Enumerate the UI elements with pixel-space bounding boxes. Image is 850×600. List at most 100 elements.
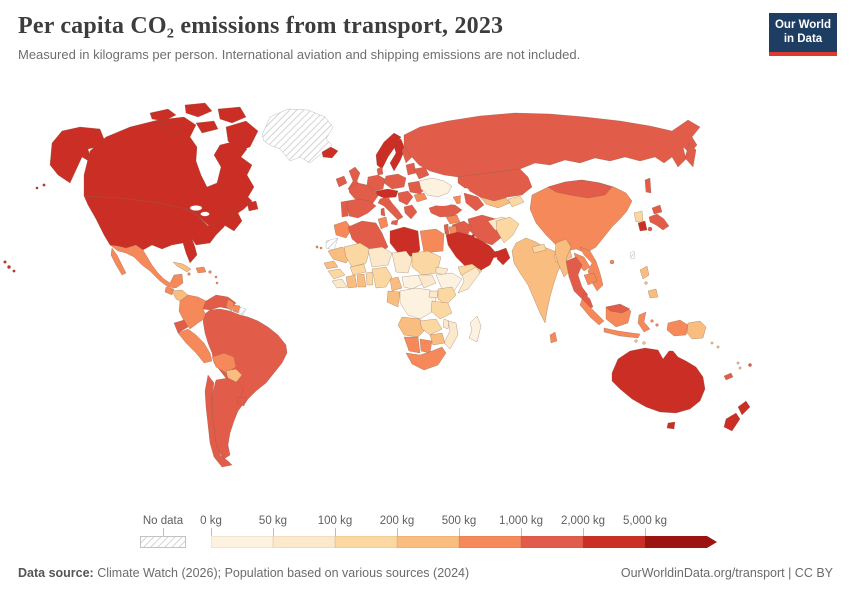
map-region-brazil[interactable] bbox=[202, 308, 288, 406]
map-region-chad[interactable] bbox=[391, 250, 413, 274]
map-region-ireland[interactable] bbox=[335, 175, 348, 188]
map-region-baja[interactable] bbox=[110, 247, 127, 276]
map-region-syria[interactable] bbox=[445, 214, 461, 225]
legend-color-segment[interactable] bbox=[583, 536, 645, 548]
map-region-south-korea[interactable] bbox=[637, 220, 648, 232]
map-region-uruguay[interactable] bbox=[236, 396, 247, 407]
legend-color-segment[interactable] bbox=[459, 536, 521, 548]
map-region-sweden[interactable] bbox=[389, 138, 406, 172]
map-region-jamaica[interactable] bbox=[187, 272, 191, 276]
map-region-morocco[interactable] bbox=[333, 220, 353, 239]
map-region-mozambique[interactable] bbox=[443, 320, 459, 350]
map-region-zambia[interactable] bbox=[419, 318, 443, 336]
map-region-philippines-visayas[interactable] bbox=[644, 281, 648, 285]
map-region-togo-benin[interactable] bbox=[365, 271, 374, 286]
map-region-egypt[interactable] bbox=[419, 228, 445, 254]
map-region-canada-arctic[interactable] bbox=[149, 108, 177, 122]
map-region-new-zealand-south[interactable] bbox=[723, 412, 741, 432]
legend-color-segment[interactable] bbox=[211, 536, 273, 548]
map-region-philippines-luzon[interactable] bbox=[639, 265, 650, 280]
map-region-burkina-faso[interactable] bbox=[349, 263, 367, 276]
map-region-suriname[interactable] bbox=[232, 304, 241, 314]
map-region-south-sudan[interactable] bbox=[417, 274, 437, 289]
map-region-ethiopia[interactable] bbox=[435, 272, 463, 292]
map-region-guinea[interactable] bbox=[327, 268, 346, 280]
map-region-fiji[interactable] bbox=[748, 363, 752, 367]
map-region-solomon-islands[interactable] bbox=[716, 345, 720, 349]
map-region-italy[interactable] bbox=[377, 196, 404, 221]
map-region-japan-hokkaido[interactable] bbox=[651, 204, 663, 215]
map-region-canada-arctic[interactable] bbox=[184, 102, 213, 118]
map-region-new-zealand-north[interactable] bbox=[737, 400, 751, 416]
map-region-western-sahara[interactable] bbox=[325, 237, 339, 251]
map-region-tasmania[interactable] bbox=[666, 421, 676, 430]
map-region-maluku[interactable] bbox=[655, 323, 659, 327]
map-region-new-caledonia[interactable] bbox=[723, 372, 734, 381]
legend-color-segment[interactable] bbox=[273, 536, 335, 548]
map-region-tunisia[interactable] bbox=[377, 216, 389, 230]
map-region-botswana[interactable] bbox=[419, 338, 433, 354]
owid-logo[interactable]: Our World in Data bbox=[769, 13, 837, 56]
map-region-mexico[interactable] bbox=[109, 244, 184, 289]
map-region-maluku[interactable] bbox=[650, 319, 654, 323]
map-region-turkmenistan[interactable] bbox=[463, 192, 485, 212]
map-region-alpine-europe[interactable] bbox=[375, 188, 399, 199]
map-region-kenya[interactable] bbox=[437, 286, 457, 306]
map-region-zimbabwe[interactable] bbox=[429, 332, 446, 346]
legend-color-segment[interactable] bbox=[335, 536, 397, 548]
map-region-tanzania[interactable] bbox=[430, 300, 453, 320]
map-region-mongolia[interactable] bbox=[547, 179, 613, 199]
map-region-namibia[interactable] bbox=[403, 336, 421, 354]
map-region-cambodia[interactable] bbox=[583, 272, 598, 286]
map-region-malaysian-borneo[interactable] bbox=[605, 303, 631, 314]
map-region-hawaii[interactable] bbox=[12, 269, 16, 273]
map-region-cameroon[interactable] bbox=[389, 276, 403, 292]
map-region-solomon-islands[interactable] bbox=[710, 341, 714, 345]
map-region-alaska[interactable] bbox=[42, 183, 46, 187]
map-region-senegal[interactable] bbox=[323, 260, 339, 270]
map-region-malawi[interactable] bbox=[442, 318, 450, 330]
map-region-lesser-sunda[interactable] bbox=[642, 341, 646, 345]
map-region-vanuatu[interactable] bbox=[738, 366, 742, 370]
map-region-madagascar[interactable] bbox=[468, 315, 482, 343]
map-region-vietnam[interactable] bbox=[579, 246, 604, 292]
map-region-russia[interactable] bbox=[403, 112, 701, 178]
map-region-sardinia[interactable] bbox=[380, 207, 386, 217]
map-region-lesser-antilles[interactable] bbox=[215, 281, 219, 285]
map-region-somalia[interactable] bbox=[457, 266, 481, 294]
map-region-mali[interactable] bbox=[343, 242, 371, 268]
map-region-bulgaria[interactable] bbox=[413, 192, 428, 203]
map-region-vanuatu[interactable] bbox=[736, 361, 740, 365]
map-region-kamchatka[interactable] bbox=[684, 142, 697, 168]
map-region-kuwait[interactable] bbox=[471, 234, 475, 238]
legend-color-segment[interactable] bbox=[645, 536, 717, 548]
map-region-sulawesi[interactable] bbox=[637, 311, 651, 333]
map-region-papua-indonesia[interactable] bbox=[666, 319, 689, 337]
map-region-sicily[interactable] bbox=[390, 219, 399, 226]
map-region-oman[interactable] bbox=[496, 247, 511, 266]
map-region-nigeria[interactable] bbox=[371, 266, 393, 289]
map-region-pakistan[interactable] bbox=[495, 216, 520, 244]
map-region-cuba[interactable] bbox=[172, 261, 192, 273]
map-region-canada-baffin[interactable] bbox=[225, 120, 259, 152]
map-region-ecuador[interactable] bbox=[173, 319, 189, 334]
map-region-bolivia[interactable] bbox=[211, 352, 237, 374]
map-region-japan-honshu[interactable] bbox=[648, 213, 670, 231]
owid-link[interactable]: OurWorldinData.org/transport | CC BY bbox=[620, 566, 833, 580]
map-region-hainan[interactable] bbox=[609, 259, 615, 265]
map-region-canary-islands[interactable] bbox=[315, 245, 319, 249]
map-region-canary-islands[interactable] bbox=[319, 246, 323, 250]
map-region-ukraine[interactable] bbox=[418, 177, 453, 198]
map-region-portugal[interactable] bbox=[340, 200, 349, 218]
map-region-hispaniola[interactable] bbox=[195, 266, 207, 274]
map-region-algeria[interactable] bbox=[347, 220, 389, 256]
map-region-papua-new-guinea[interactable] bbox=[686, 320, 707, 340]
map-region-kyrgyzstan-tajikistan[interactable] bbox=[507, 195, 525, 208]
map-region-french-guiana[interactable] bbox=[238, 306, 247, 316]
map-region-peru[interactable] bbox=[177, 328, 213, 364]
map-region-hawaii[interactable] bbox=[7, 265, 11, 269]
map-region-sierra-leone-liberia[interactable] bbox=[331, 278, 348, 289]
map-region-spain[interactable] bbox=[346, 198, 377, 219]
map-region-australia[interactable] bbox=[611, 347, 706, 414]
map-region-philippines-mindanao[interactable] bbox=[647, 288, 659, 299]
